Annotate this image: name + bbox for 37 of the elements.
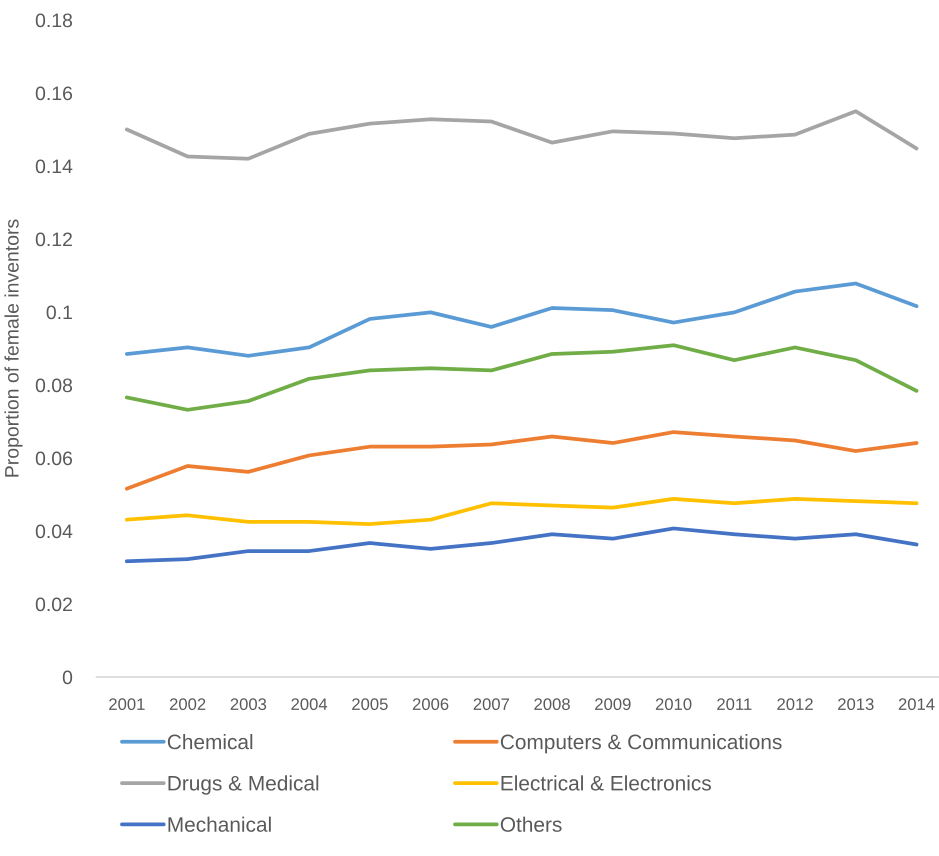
y-tick-label: 0.18 [36,13,72,28]
legend-label: Others [500,816,562,832]
y-tick-label: 0.06 [36,451,72,466]
legend-label: Computers & Communications [500,734,782,754]
x-tick-label: 2010 [656,698,692,710]
y-tick-label: 0.16 [36,86,72,100]
legend-label: Drugs & Medical [168,775,318,795]
line-series [124,109,918,161]
x-tick-label: 2014 [898,698,935,710]
line-series [124,343,918,412]
x-tick-label: 2008 [534,698,570,710]
y-tick-label: 0.14 [36,159,72,174]
x-tick-label: 2013 [838,698,874,710]
x-tick-label: 2003 [230,698,266,710]
y-tick-label: 0.1 [46,305,72,320]
x-tick-label: 2002 [170,698,206,710]
x-tick-label: 2006 [412,698,448,710]
legend-label: Mechanical [168,816,271,832]
y-tick-label: 0 [62,670,72,684]
y-tick-label: 0.08 [36,378,72,392]
line-series [124,282,918,358]
x-tick-label: 2007 [474,698,510,710]
x-tick-label: 2012 [777,698,813,710]
x-tick-label: 2005 [352,698,388,710]
x-tick-label: 2001 [109,698,145,710]
legend-label: Chemical [168,734,252,750]
y-axis-title: Proportion of female inventors [4,219,23,477]
line-series [124,526,918,564]
legend-label: Electrical & Electronics [502,775,711,791]
y-tick-label: 0.04 [36,524,72,538]
x-tick-label: 2011 [717,698,752,710]
y-tick-label: 0.12 [36,232,72,246]
x-tick-label: 2004 [291,698,328,710]
x-tick-label: 2009 [595,698,631,710]
line-series [124,430,918,491]
y-tick-label: 0.02 [36,597,72,612]
line-series [124,497,918,526]
